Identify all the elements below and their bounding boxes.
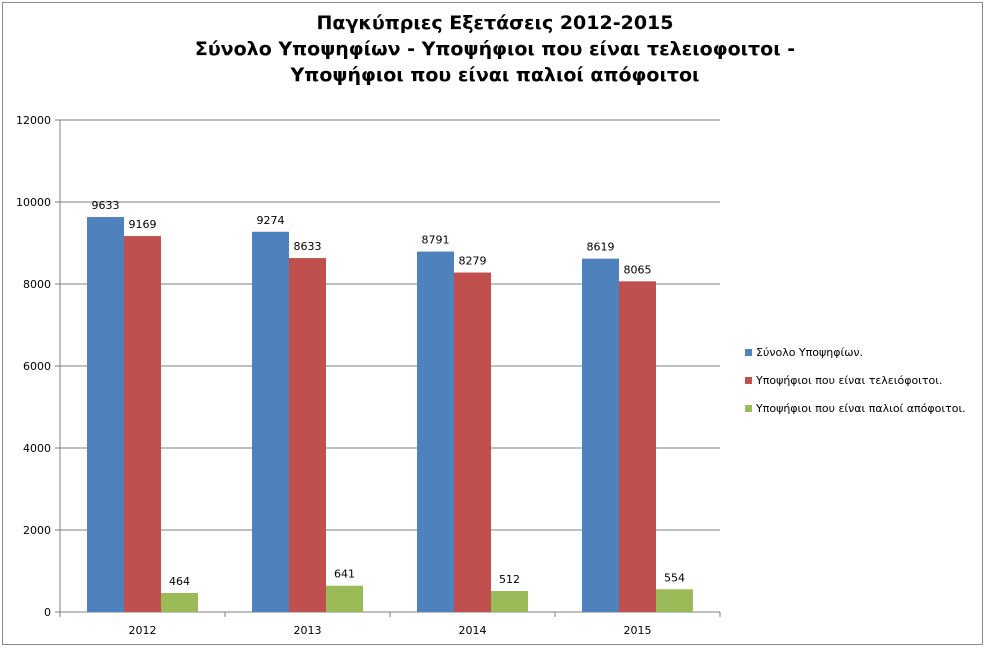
legend-label-graduates: Υποψήφιοι που είναι παλιοί απόφοιτοι. [756, 401, 966, 415]
bar [161, 592, 198, 612]
data-label: 9274 [257, 214, 285, 227]
bar [252, 231, 289, 613]
bar [417, 251, 454, 612]
bar [326, 585, 363, 612]
chart-title-line-2: Σύνολο Υποψηφίων - Υποψήφιοι που είναι τ… [194, 38, 796, 60]
x-tick-label: 2013 [294, 624, 322, 637]
y-tick-label: 12000 [16, 114, 51, 127]
legend-swatch-total [745, 348, 752, 356]
bar [619, 281, 656, 612]
y-tick-label: 10000 [16, 196, 51, 209]
bar [656, 589, 693, 612]
y-tick-label: 6000 [23, 360, 51, 373]
bar [124, 236, 161, 613]
bar [491, 591, 528, 612]
x-tick-label: 2012 [129, 624, 157, 637]
data-label: 8619 [587, 241, 615, 254]
legend-label-total: Σύνολο Υποψηφίων. [756, 345, 864, 359]
y-tick-label: 2000 [23, 524, 51, 537]
y-tick-label: 8000 [23, 278, 51, 291]
data-label: 8633 [294, 240, 322, 253]
data-label: 9633 [92, 199, 120, 212]
y-tick-label: 0 [44, 606, 51, 619]
legend-item-graduates: Υποψήφιοι που είναι παλιοί απόφοιτοι. [745, 396, 966, 420]
data-label: 9169 [129, 218, 157, 231]
bar [289, 258, 326, 612]
data-label: 641 [334, 568, 355, 581]
chart-legend: Σύνολο Υποψηφίων. Υποψήφιοι που είναι τε… [745, 340, 966, 424]
x-tick-label: 2015 [624, 624, 652, 637]
legend-item-total: Σύνολο Υποψηφίων. [745, 340, 966, 364]
data-label: 512 [499, 573, 520, 586]
chart-title-line-3: Υποψήφιοι που είναι παλιοί απόφοιτοι [290, 64, 700, 86]
data-label: 8279 [459, 255, 487, 268]
legend-swatch-graduates [745, 404, 752, 412]
data-label: 554 [664, 571, 685, 584]
data-label: 464 [169, 575, 190, 588]
bar [454, 272, 491, 612]
legend-item-seniors: Υποψήφιοι που είναι τελειόφοιτοι. [745, 368, 966, 392]
bar [87, 217, 124, 612]
data-label: 8791 [422, 234, 450, 247]
y-tick-label: 4000 [23, 442, 51, 455]
legend-swatch-seniors [745, 376, 752, 384]
x-tick-label: 2014 [459, 624, 487, 637]
chart-title: Παγκύπριες Εξετάσεις 2012-2015 Σύνολο Υπ… [40, 10, 950, 88]
data-label: 8065 [624, 263, 652, 276]
chart-title-line-1: Παγκύπριες Εξετάσεις 2012-2015 [316, 12, 674, 34]
bar [582, 258, 619, 612]
legend-label-seniors: Υποψήφιοι που είναι τελειόφοιτοι. [756, 373, 943, 387]
